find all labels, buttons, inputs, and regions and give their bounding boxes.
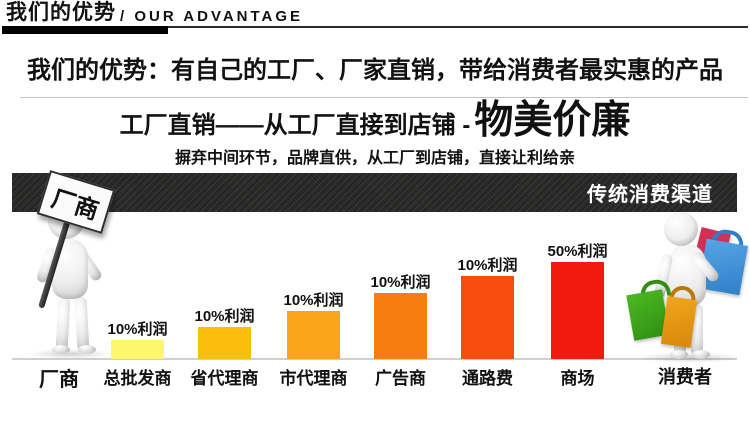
figure-foot-icon [670, 350, 688, 359]
figure-shadow [638, 352, 742, 363]
category-label: 通路费 [462, 369, 513, 388]
section-divider [20, 97, 748, 98]
channel-banner: 传统消费渠道 [12, 173, 737, 212]
title-underline-thin [168, 26, 748, 28]
headline-main: 工厂直销——从工厂直接到店铺 - [119, 112, 471, 139]
chart-bar-6 [551, 262, 604, 359]
figure-foot-icon [52, 345, 70, 354]
headline-highlight: 物美价廉 [474, 99, 631, 142]
bar-annotation: 10%利润 [283, 292, 344, 309]
figure-foot-icon [692, 350, 710, 359]
figure-foot-icon [78, 345, 96, 354]
chart-bar-2 [198, 327, 251, 359]
axis-label-consumer: 消费者 [658, 367, 712, 387]
category-label: 商场 [560, 369, 595, 388]
headline: 工厂直销——从工厂直接到店铺 - 物美价廉 [0, 99, 750, 148]
bar-annotation: 10%利润 [107, 321, 168, 338]
page-title: 我们的优势 [6, 1, 116, 24]
chart-bar-5 [461, 276, 514, 359]
headline-subtitle: 摒弃中间环节，品牌直供，从工厂到店铺，直接让利给亲 [174, 150, 575, 167]
chart-axis-line [12, 358, 737, 360]
category-label: 总批发商 [103, 369, 172, 388]
category-label: 广告商 [375, 369, 426, 388]
category-label: 市代理商 [279, 369, 348, 388]
bar-annotation: 10%利润 [457, 257, 518, 274]
figure-head-icon [664, 212, 698, 246]
axis-label-manufacturer: 厂商 [39, 369, 79, 391]
page-title-en: / OUR ADVANTAGE [120, 8, 304, 25]
bar-annotation: 10%利润 [370, 274, 431, 291]
bar-annotation: 50%利润 [547, 243, 608, 260]
chart-bar-4 [374, 293, 427, 359]
chart-bar-1 [111, 340, 164, 359]
figure-leg-icon [74, 296, 90, 352]
figure-shadow [28, 349, 112, 359]
chart-bar-3 [287, 311, 340, 359]
channel-banner-title: 传统消费渠道 [587, 184, 713, 206]
bar-annotation: 10%利润 [194, 308, 255, 325]
figure-leg-icon [55, 296, 71, 352]
page-header: 我们的优势 / OUR ADVANTAGE [6, 0, 303, 26]
title-underline-thick [2, 26, 168, 34]
consumer-figure [626, 212, 749, 363]
intro-line: 我们的优势：有自己的工厂、厂家直销，带给消费者最实惠的产品 [27, 57, 723, 84]
category-label: 省代理商 [190, 369, 259, 388]
